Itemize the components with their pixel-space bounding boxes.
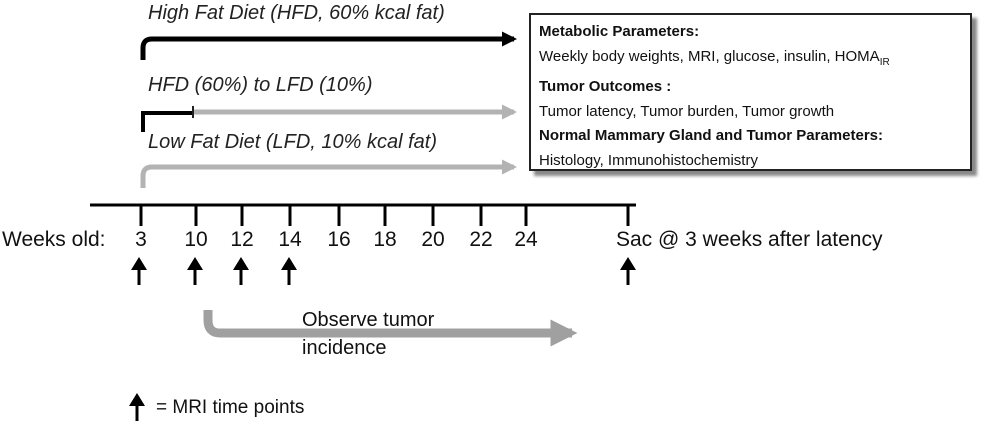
mri-arrow-icon: [281, 257, 297, 285]
observe-line1: Observe tumor: [302, 309, 435, 331]
legend-arrow-icon: [129, 393, 145, 421]
tumor-heading: Tumor Outcomes :: [539, 78, 672, 95]
gland-text: Histology, Immunohistochemistry: [539, 151, 758, 169]
sac-label: Sac @ 3 weeks after latency: [616, 228, 883, 251]
legend-text: = MRI time points: [156, 397, 305, 418]
observe-line2: incidence: [302, 337, 387, 359]
week-label: 10: [184, 228, 208, 251]
metabolic-text: Weekly body weights, MRI, glucose, insul…: [539, 45, 962, 76]
gland-heading: Normal Mammary Gland and Tumor Parameter…: [539, 127, 883, 144]
week-label: 20: [421, 228, 445, 251]
hfd-label: High Fat Diet (HFD, 60% kcal fat): [148, 2, 445, 24]
hfd-arrow: [140, 31, 517, 60]
lfd-label: Low Fat Diet (LFD, 10% kcal fat): [148, 131, 437, 153]
metabolic-text-main: Weekly body weights, MRI, glucose, insul…: [539, 47, 880, 65]
week-label: 16: [327, 228, 351, 251]
week-label: 3: [135, 228, 147, 251]
tumor-text: Tumor latency, Tumor burden, Tumor growt…: [539, 102, 835, 120]
mri-arrow-icon: [187, 257, 203, 285]
week-label: 14: [278, 228, 302, 251]
observe-arrow: [203, 310, 578, 347]
metabolic-text-sub: IR: [879, 56, 890, 68]
week-label: 22: [469, 228, 493, 251]
hfd-to-lfd-arrow-black: [141, 111, 193, 132]
weeks-label: Weeks old:: [2, 228, 106, 251]
mri-arrow-icon: [620, 257, 636, 285]
metabolic-heading: Metabolic Parameters:: [539, 23, 700, 40]
observe-label: Observe tumor incidence: [302, 306, 434, 362]
mri-arrow-icon: [233, 257, 249, 285]
hfd-to-lfd-label: HFD (60%) to LFD (10%): [148, 74, 373, 96]
week-label: 24: [514, 228, 538, 251]
outcomes-box: Metabolic Parameters: Weekly body weight…: [529, 13, 972, 171]
mri-arrows: [131, 257, 636, 285]
week-label: 18: [373, 228, 397, 251]
timeline-ticks: [139, 205, 630, 226]
mri-arrow-icon: [131, 257, 147, 285]
week-label: 12: [230, 228, 254, 251]
lfd-arrow: [140, 159, 517, 188]
